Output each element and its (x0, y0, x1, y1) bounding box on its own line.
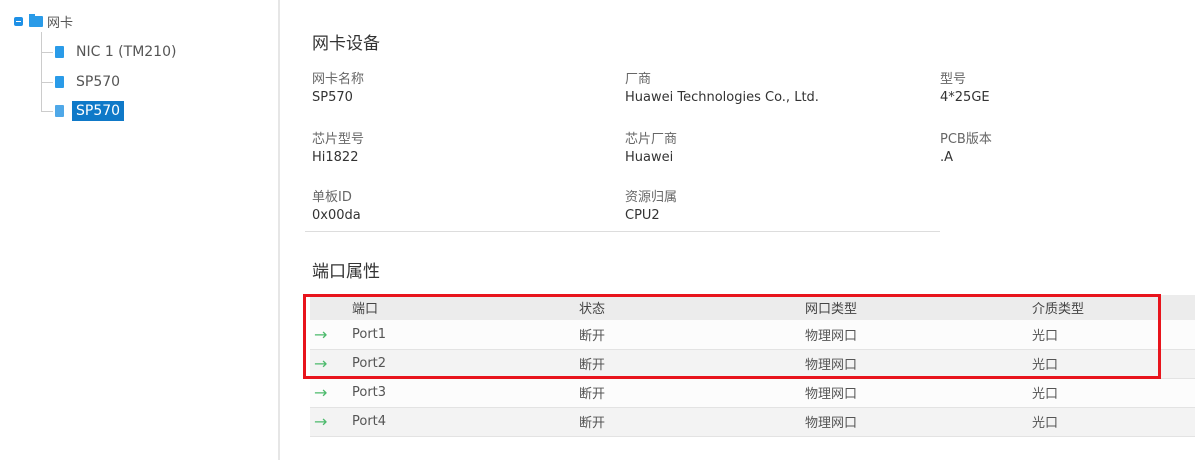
tree-line (41, 32, 42, 112)
cell: 断开 (579, 378, 805, 408)
cell: Port4 (352, 407, 579, 437)
field: 芯片厂商 Huawei (625, 132, 678, 165)
collapse-icon[interactable] (14, 17, 23, 26)
main-panel: 网卡设备 网卡名称 SP570 厂商 Huawei Technologies Co.… (282, 0, 1200, 460)
cell: 断开 (579, 349, 805, 379)
ports-table: 端口 状态 网口类型 介质类型 → Port1 断开 物理网口 光口 → Port2 断开 物理… (310, 295, 1195, 437)
cell: 断开 (579, 407, 805, 437)
cell: 光口 (1032, 320, 1195, 350)
card-icon (55, 46, 64, 58)
field: 厂商 Huawei Technologies Co., Ltd. (625, 72, 819, 105)
arrow-right-icon: → (310, 378, 352, 408)
cell: Port1 (352, 320, 579, 350)
table-row[interactable]: → Port2 断开 物理网口 光口 (310, 349, 1195, 379)
field: 型号 4*25GE (940, 72, 990, 105)
cell: 断开 (579, 320, 805, 350)
cell: Port2 (352, 349, 579, 379)
card-icon (55, 105, 64, 117)
tree-item[interactable]: NIC 1 (TM210) (41, 42, 180, 62)
card-icon (55, 76, 64, 88)
folder-icon (29, 14, 43, 27)
cell: 物理网口 (805, 407, 1032, 437)
table-row[interactable]: → Port1 断开 物理网口 光口 (310, 320, 1195, 350)
tree-item-selected[interactable]: SP570 (41, 101, 125, 121)
col-header[interactable]: 端口 (352, 295, 579, 320)
arrow-right-icon: → (310, 407, 352, 437)
cell: 光口 (1032, 407, 1195, 437)
cell: 光口 (1032, 349, 1195, 379)
tree-root-label: 网卡 (47, 16, 74, 31)
field: 网卡名称 SP570 (312, 72, 365, 105)
field: 芯片型号 Hi1822 (312, 132, 365, 165)
tree-root-nic[interactable]: 网卡 (14, 12, 73, 31)
col-header[interactable]: 介质类型 (1032, 295, 1195, 320)
arrow-right-icon: → (310, 320, 352, 350)
device-section-title: 网卡设备 (312, 34, 380, 54)
arrow-right-icon: → (310, 349, 352, 379)
cell: 物理网口 (805, 320, 1032, 350)
ports-section-title: 端口属性 (312, 262, 380, 282)
field: PCB版本 .A (940, 132, 992, 165)
cell: 光口 (1032, 378, 1195, 408)
sidebar-tree: 网卡 NIC 1 (TM210) SP570 SP570 (0, 0, 280, 460)
col-header[interactable]: 网口类型 (805, 295, 1032, 320)
field: 单板ID 0x00da (312, 190, 361, 223)
cell: 物理网口 (805, 378, 1032, 408)
col-header[interactable]: 状态 (579, 295, 805, 320)
field: 资源归属 CPU2 (625, 190, 678, 223)
cell: Port3 (352, 378, 579, 408)
table-row[interactable]: → Port3 断开 物理网口 光口 (310, 378, 1195, 408)
tree-item[interactable]: SP570 (41, 72, 124, 92)
cell: 物理网口 (805, 349, 1032, 379)
highlight-box (303, 294, 1161, 379)
table-row[interactable]: → Port4 断开 物理网口 光口 (310, 407, 1195, 437)
divider (305, 231, 940, 232)
